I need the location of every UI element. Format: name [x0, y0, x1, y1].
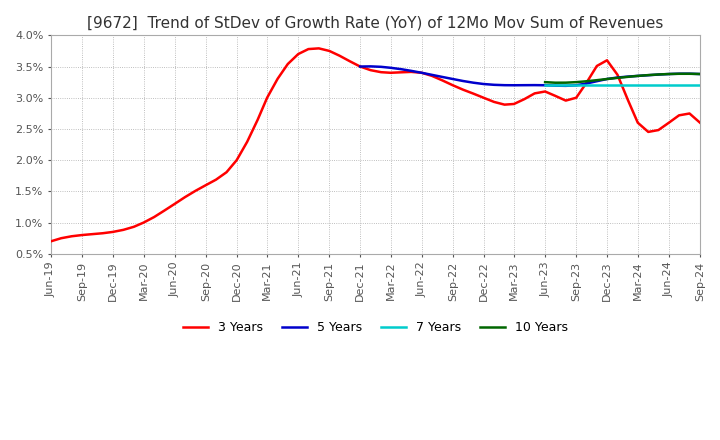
Legend: 3 Years, 5 Years, 7 Years, 10 Years: 3 Years, 5 Years, 7 Years, 10 Years	[179, 316, 572, 339]
Line: 5 Years: 5 Years	[360, 66, 700, 86]
Line: 10 Years: 10 Years	[545, 74, 700, 83]
Line: 3 Years: 3 Years	[51, 48, 700, 241]
Title: [9672]  Trend of StDev of Growth Rate (YoY) of 12Mo Mov Sum of Revenues: [9672] Trend of StDev of Growth Rate (Yo…	[87, 15, 664, 30]
